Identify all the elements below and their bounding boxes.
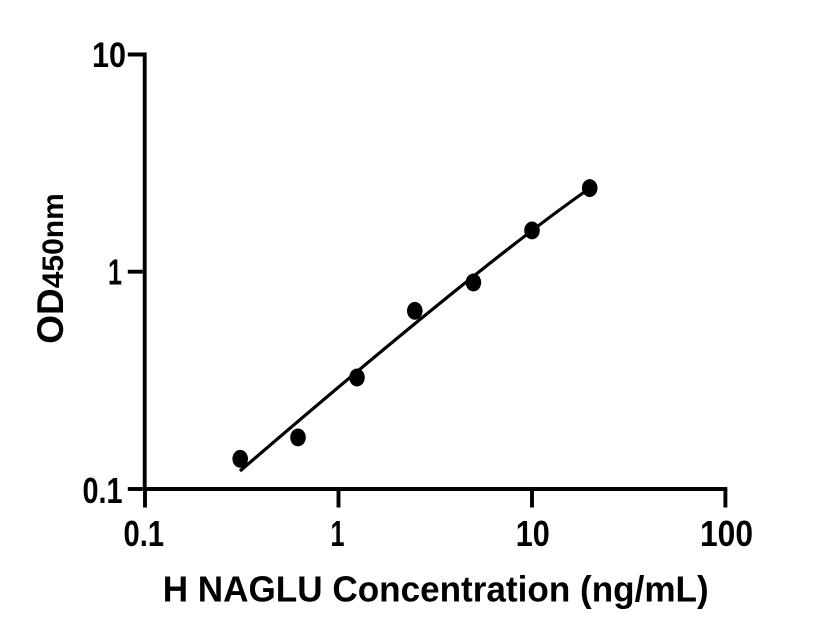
svg-text:10: 10 — [516, 513, 550, 554]
svg-text:H NAGLU Concentration (ng/mL): H NAGLU Concentration (ng/mL) — [163, 568, 709, 609]
svg-text:10: 10 — [92, 36, 126, 75]
svg-text:1: 1 — [108, 252, 122, 293]
svg-text:OD450nm: OD450nm — [30, 193, 71, 344]
svg-text:0.1: 0.1 — [124, 513, 165, 554]
svg-text:100: 100 — [700, 513, 753, 554]
svg-text:1: 1 — [331, 513, 345, 554]
svg-text:0.1: 0.1 — [83, 470, 123, 511]
